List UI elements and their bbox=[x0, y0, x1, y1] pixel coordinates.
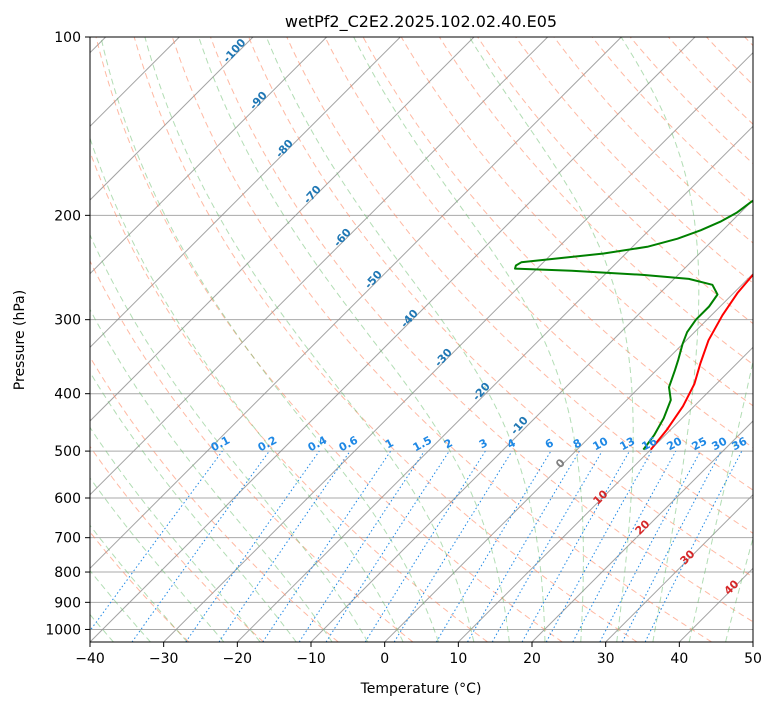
mixing-ratio-line bbox=[545, 450, 653, 642]
x-tick-label: 20 bbox=[523, 651, 541, 667]
moist-adiabat-line bbox=[100, 37, 439, 642]
y-tick-label: 200 bbox=[54, 208, 81, 224]
mixing-ratio-line bbox=[325, 450, 450, 642]
isotherm-line bbox=[457, 346, 753, 642]
x-axis-label: Temperature (°C) bbox=[360, 681, 482, 697]
moist-adiabat-line bbox=[90, 136, 404, 642]
y-tick-label: 100 bbox=[54, 30, 81, 46]
x-tick-label: 0 bbox=[380, 651, 389, 667]
isotherm-line bbox=[90, 37, 254, 201]
moist-adiabat-line bbox=[90, 308, 333, 642]
mixing-ratio-line bbox=[131, 450, 270, 642]
x-tick-label: 10 bbox=[449, 651, 467, 667]
isotherm-line bbox=[90, 37, 475, 422]
isotherm-line bbox=[90, 37, 401, 349]
moist-adiabat-line bbox=[353, 37, 584, 642]
moist-adiabat-line bbox=[144, 37, 475, 642]
y-tick-label: 400 bbox=[54, 387, 81, 403]
mixing-ratio-label: 16 bbox=[640, 434, 660, 453]
plot-area bbox=[90, 37, 753, 642]
moist-adiabat-line bbox=[688, 358, 753, 642]
dewpoint-profile-line bbox=[514, 199, 753, 451]
x-tick-label: −10 bbox=[296, 651, 326, 667]
y-tick-label: 600 bbox=[54, 491, 81, 507]
isotherm-line bbox=[605, 493, 753, 642]
dry-adiabat-line bbox=[90, 259, 414, 642]
isotherm-line bbox=[163, 51, 753, 642]
dry-adiabat-line bbox=[248, 37, 753, 578]
dry-adiabat-line bbox=[515, 37, 753, 284]
moist-adiabat-line bbox=[90, 426, 261, 642]
x-axis: −40 −30 −20 −10 0 10 20 30 40 50 bbox=[75, 642, 762, 667]
mixing-ratio-label: 36 bbox=[730, 434, 750, 453]
isotherm-line bbox=[90, 37, 549, 496]
isotherm-line bbox=[384, 272, 753, 642]
moist-adiabat-line bbox=[90, 371, 297, 642]
mixing-ratio-label: 20 bbox=[665, 434, 685, 453]
temperature-profile-line bbox=[650, 273, 753, 451]
y-axis-label: Pressure (hPa) bbox=[12, 290, 28, 390]
x-tick-label: −20 bbox=[223, 651, 253, 667]
y-tick-label: 1000 bbox=[45, 622, 81, 638]
mixing-ratio-line bbox=[185, 450, 320, 642]
mixing-ratio-line bbox=[90, 450, 223, 632]
mixing-ratio-label: 10 bbox=[591, 434, 611, 453]
y-tick-label: 500 bbox=[54, 444, 81, 460]
x-tick-label: −30 bbox=[149, 651, 179, 667]
isotherm-line bbox=[90, 37, 696, 642]
y-tick-label: 300 bbox=[54, 313, 81, 329]
chart-title: wetPf2_C2E2.2025.102.02.40.E05 bbox=[285, 12, 557, 32]
dry-adiabat-line bbox=[90, 356, 339, 642]
mixing-ratio-line bbox=[644, 450, 743, 642]
moist-adiabat-line bbox=[90, 569, 151, 642]
moist-adiabat-line bbox=[265, 37, 546, 642]
dry-adiabat-line bbox=[171, 37, 712, 642]
moist-adiabat-line bbox=[90, 477, 225, 642]
plot-frame bbox=[89, 36, 754, 643]
dry-adiabat-line bbox=[95, 37, 563, 642]
mixing-ratio-label: 13 bbox=[618, 435, 638, 454]
y-tick-label: 800 bbox=[54, 565, 81, 581]
isotherm-line bbox=[236, 125, 753, 642]
x-tick-label: 50 bbox=[744, 651, 762, 667]
dry-adiabat-line bbox=[133, 37, 638, 642]
mixing-ratio-label: 30 bbox=[710, 434, 730, 453]
isotherm-line bbox=[531, 420, 753, 642]
moist-adiabat-line bbox=[198, 37, 510, 642]
x-tick-label: 30 bbox=[597, 651, 615, 667]
mixing-ratio-line bbox=[298, 450, 425, 642]
y-axis: 1000 900 800 700 600 500 400 300 200 100 bbox=[45, 30, 90, 638]
mixing-ratio-line bbox=[572, 450, 677, 642]
mixing-ratio-line bbox=[218, 450, 351, 642]
moist-adiabat-line bbox=[90, 524, 188, 642]
dry-adiabat-line bbox=[90, 445, 264, 642]
x-tick-label: 40 bbox=[670, 651, 688, 667]
mixing-ratio-line bbox=[521, 450, 630, 642]
dry-adiabat-line bbox=[286, 37, 753, 534]
isotherm-line bbox=[90, 37, 622, 570]
mixing-ratio-line bbox=[393, 450, 513, 642]
y-tick-label: 700 bbox=[54, 531, 81, 547]
moist-adiabat-line bbox=[725, 536, 753, 642]
dry-adiabat-line bbox=[210, 37, 753, 623]
moist-adiabat-line bbox=[90, 233, 369, 642]
x-tick-label: −40 bbox=[75, 651, 105, 667]
y-tick-label: 900 bbox=[54, 595, 81, 611]
isotherm-line bbox=[90, 37, 328, 275]
mixing-ratio-line bbox=[262, 450, 392, 642]
mixing-ratio-label: 25 bbox=[690, 435, 710, 454]
dry-adiabat-line bbox=[324, 37, 753, 491]
